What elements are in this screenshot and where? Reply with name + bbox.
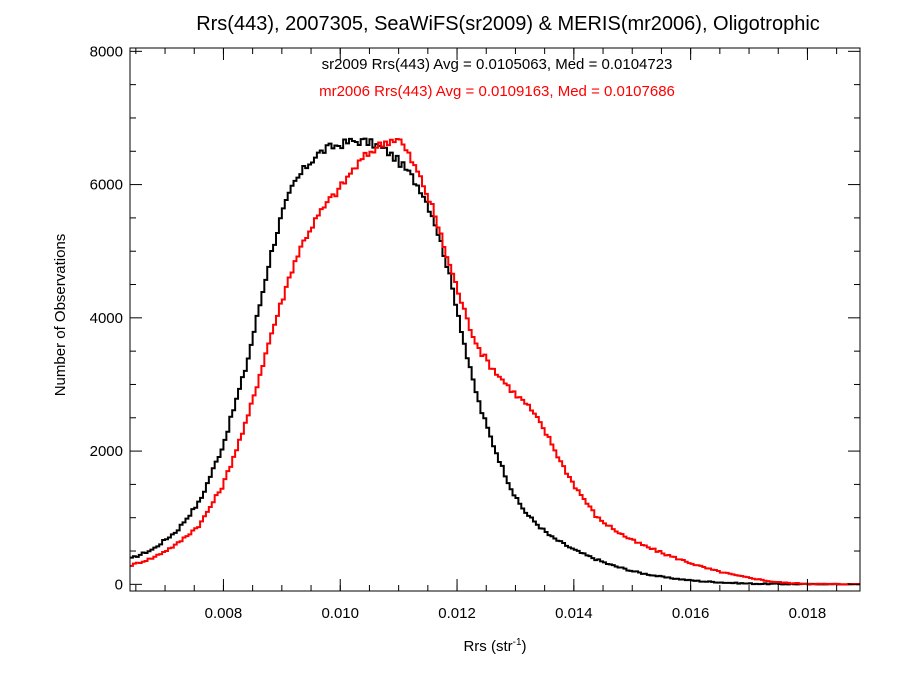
x-axis-label: Rrs (str-1): [463, 637, 526, 655]
x-tick-label: 0.012: [438, 605, 476, 622]
annotation-red: mr2006 Rrs(443) Avg = 0.0109163, Med = 0…: [319, 83, 675, 100]
y-tick-label: 6000: [90, 177, 123, 194]
x-axis-label-sup: -1: [513, 637, 522, 648]
ticks-layer: 0.008 0.010 0.012 0.014 0.016 0.018 0 2000 4000 6…: [90, 43, 860, 622]
y-tick-label: 8000: [90, 43, 123, 60]
plot-frame: [129, 47, 861, 592]
annotation-black: sr2009 Rrs(443) Avg = 0.0105063, Med = 0…: [322, 56, 673, 73]
y-axis-label: Number of Observations: [52, 234, 69, 397]
x-tick-label: 0.014: [555, 605, 593, 622]
y-tick-label: 2000: [90, 443, 123, 460]
x-tick-label: 0.010: [321, 605, 359, 622]
chart-title: Rrs(443), 2007305, SeaWiFS(sr2009) & MER…: [196, 13, 820, 35]
series-layer: [130, 137, 860, 586]
x-axis-label-main: Rrs (str: [463, 638, 512, 655]
series-line-0: [130, 137, 860, 586]
x-axis-label-close: ): [522, 638, 527, 655]
x-tick-label: 0.018: [789, 605, 827, 622]
x-tick-label: 0.016: [672, 605, 710, 622]
y-tick-label: 4000: [90, 310, 123, 327]
x-tick-label: 0.008: [205, 605, 243, 622]
y-tick-label: 0: [115, 576, 123, 593]
series-line-1: [130, 137, 860, 586]
